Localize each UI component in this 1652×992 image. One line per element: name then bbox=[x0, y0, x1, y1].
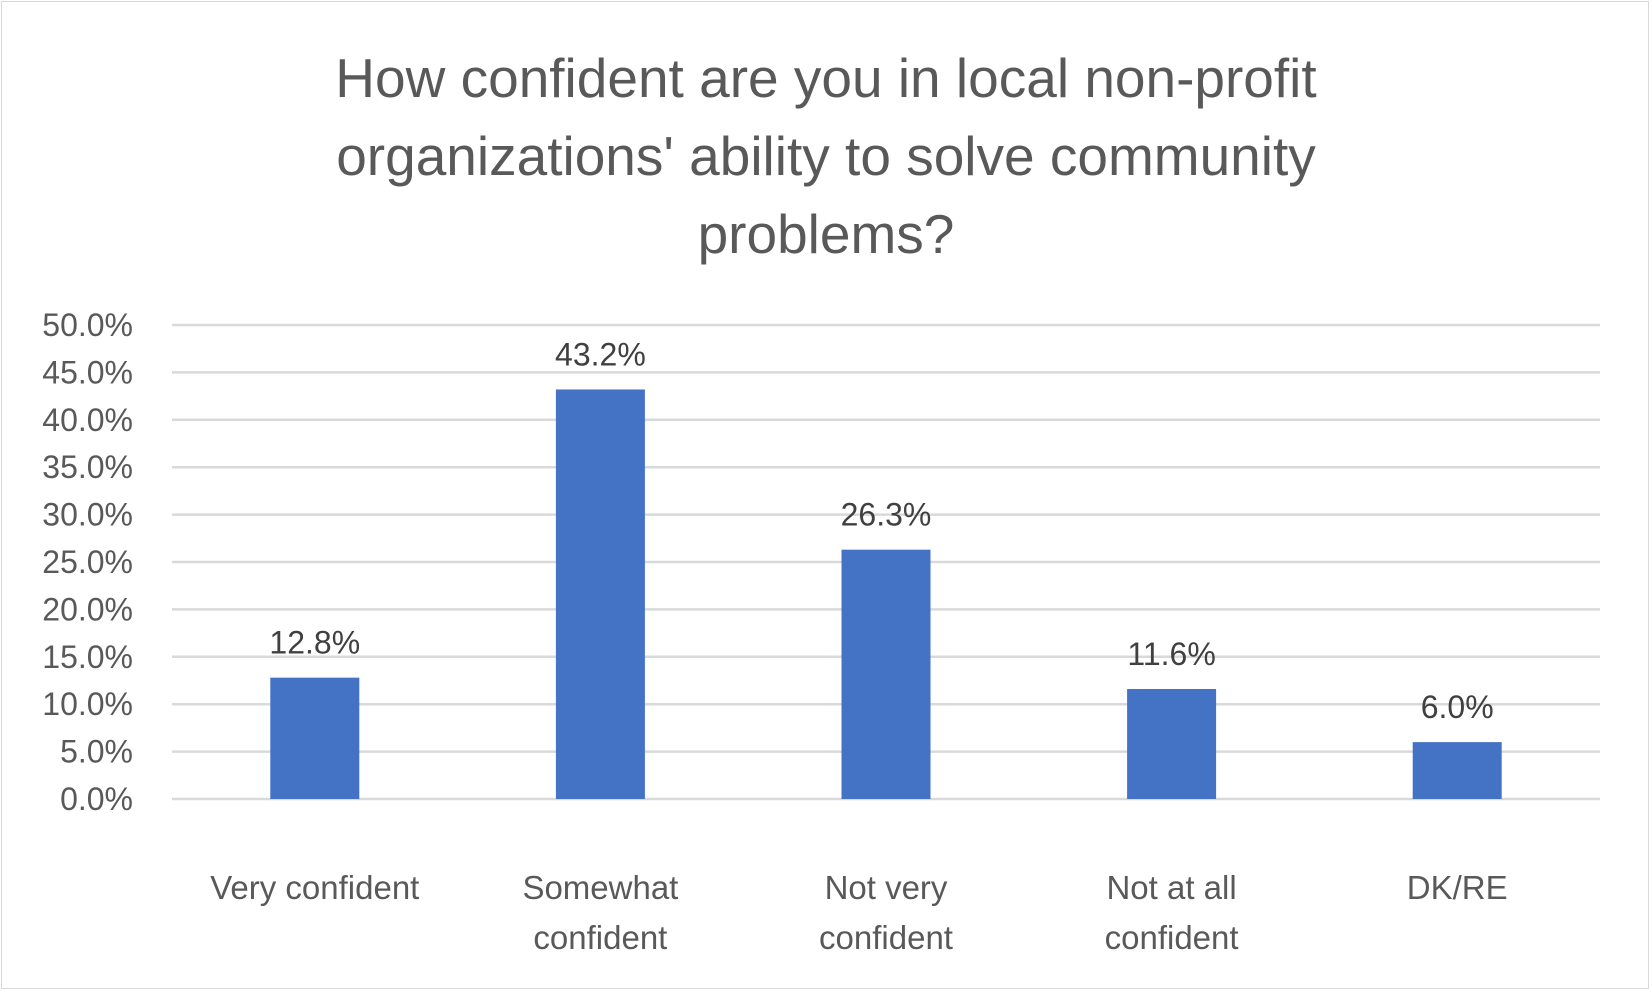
x-tick-label: Very confident bbox=[210, 869, 419, 906]
y-tick-label: 30.0% bbox=[42, 497, 133, 533]
y-tick-label: 40.0% bbox=[42, 402, 133, 438]
x-tick-label: Not very bbox=[825, 869, 948, 906]
data-label: 43.2% bbox=[555, 336, 646, 372]
data-label: 12.8% bbox=[269, 625, 360, 661]
bar bbox=[1127, 689, 1217, 799]
x-tick-label: DK/RE bbox=[1407, 869, 1508, 906]
bar bbox=[1412, 742, 1502, 799]
y-tick-label: 10.0% bbox=[42, 686, 133, 722]
x-tick-label: Not at all bbox=[1106, 869, 1236, 906]
y-tick-label: 50.0% bbox=[42, 307, 133, 343]
data-label: 6.0% bbox=[1421, 689, 1494, 725]
bar bbox=[555, 389, 645, 799]
y-tick-label: 25.0% bbox=[42, 544, 133, 580]
bar bbox=[841, 549, 931, 799]
data-label: 26.3% bbox=[841, 497, 932, 533]
x-tick-label: confident bbox=[1105, 919, 1239, 956]
x-tick-label: Somewhat bbox=[522, 869, 678, 906]
y-tick-label: 15.0% bbox=[42, 639, 133, 675]
chart-title: organizations' ability to solve communit… bbox=[336, 125, 1316, 187]
x-tick-label: confident bbox=[533, 919, 667, 956]
y-tick-label: 45.0% bbox=[42, 354, 133, 390]
x-tick-label: confident bbox=[819, 919, 953, 956]
y-tick-label: 0.0% bbox=[60, 781, 133, 817]
y-tick-label: 20.0% bbox=[42, 591, 133, 627]
data-label: 11.6% bbox=[1127, 636, 1215, 672]
y-tick-label: 5.0% bbox=[60, 734, 133, 770]
chart-title: problems? bbox=[698, 203, 955, 265]
y-tick-label: 35.0% bbox=[42, 449, 133, 485]
bar bbox=[270, 677, 360, 799]
chart-title: How confident are you in local non-profi… bbox=[335, 47, 1316, 109]
